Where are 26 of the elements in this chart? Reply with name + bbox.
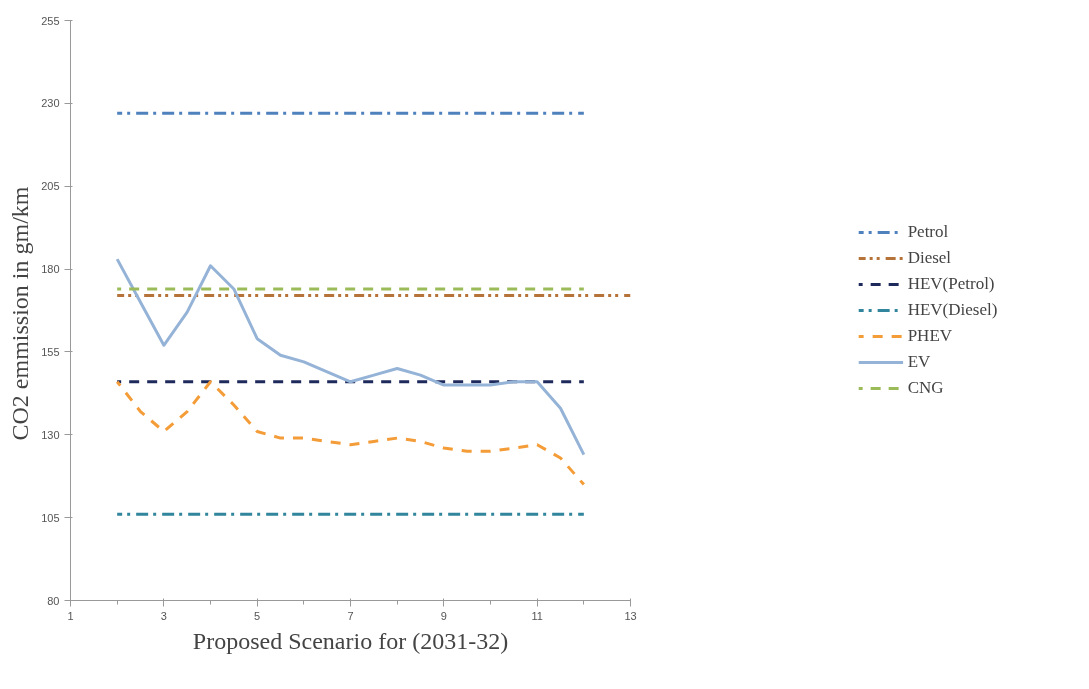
y-tick-label: 155 bbox=[41, 345, 60, 358]
x-tick-label: 3 bbox=[160, 609, 167, 622]
y-tick-label: 105 bbox=[41, 511, 60, 524]
line-series bbox=[115, 380, 586, 486]
legend-label: EV bbox=[907, 352, 931, 372]
legend-label: Diesel bbox=[907, 248, 952, 268]
y-tick-label: 255 bbox=[41, 14, 60, 27]
legend-label: CNG bbox=[907, 378, 944, 398]
legend-label: HEV(Diesel) bbox=[907, 300, 998, 320]
line-series bbox=[115, 257, 586, 457]
y-tick-label: 230 bbox=[41, 97, 60, 110]
x-tick-label: 11 bbox=[531, 609, 543, 622]
y-tick-label: 180 bbox=[41, 263, 60, 276]
legend-label: PHEV bbox=[907, 326, 953, 346]
x-tick-label: 13 bbox=[624, 609, 637, 622]
legend-label: HEV(Petrol) bbox=[907, 274, 995, 294]
legend-label: Petrol bbox=[907, 222, 949, 242]
y-tick-label: 130 bbox=[41, 428, 60, 441]
y-tick-label: 80 bbox=[47, 594, 60, 607]
x-tick-label: 1 bbox=[67, 609, 74, 622]
x-tick-label: 5 bbox=[254, 609, 261, 622]
x-axis-title: Proposed Scenario for (2031-32) bbox=[192, 627, 509, 654]
y-axis-title: CO2 emmission in gm/km bbox=[7, 186, 34, 441]
x-tick-label: 7 bbox=[347, 609, 354, 622]
x-tick-label: 9 bbox=[440, 609, 447, 622]
y-tick-label: 205 bbox=[41, 180, 60, 193]
